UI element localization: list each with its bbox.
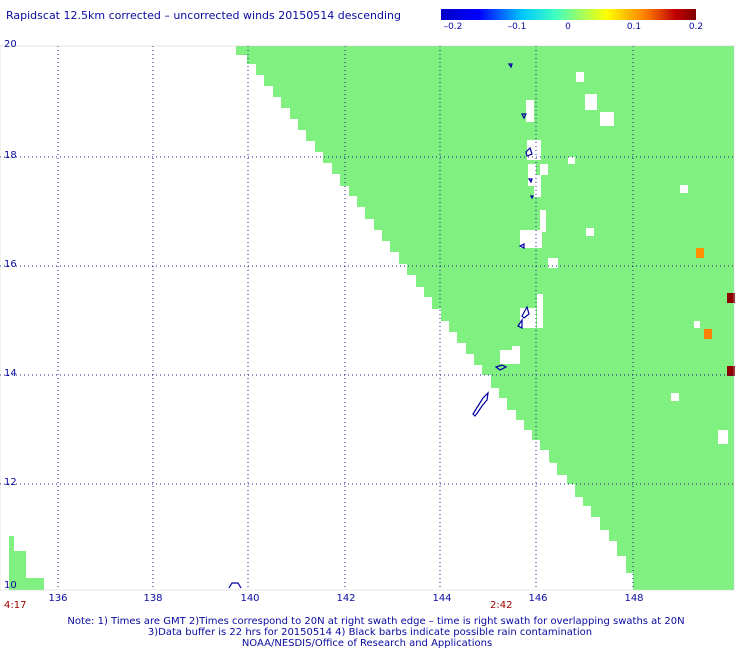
note-line-2: 3)Data buffer is 22 hrs for 20150514 4) … [147,627,593,638]
lon-label: 138 [143,593,163,604]
plot-frame [0,45,735,591]
note-line-3: NOAA/NESDIS/Office of Research and Appli… [241,638,493,649]
agrihan-outline [521,113,527,120]
colorbar-tick-label: 0.1 [626,22,642,32]
farallon-outline [507,63,513,69]
coastlines [228,63,534,589]
swath-area [9,46,734,590]
anatahan-outline [518,243,525,249]
colorbar-tick-label: 0 [565,22,571,32]
guam-outline [472,391,489,417]
graticule [0,46,734,590]
pagan-outline [525,146,533,157]
swath-time-center: 2:42 [490,600,513,611]
colorbar-tick-label: –0.1 [507,22,527,32]
lat-label: 16 [4,259,17,270]
tinian-outline [517,318,523,329]
lat-label: 14 [4,368,17,379]
island-small-2 [530,195,534,200]
cell-darkred [727,366,735,376]
lon-label: 136 [48,593,68,604]
lat-label: 20 [4,39,17,50]
colorbar-tick-label: –0.2 [443,22,463,32]
lat-label: 18 [4,150,17,161]
note-line-1: Note: 1) Times are GMT 2)Times correspon… [67,616,685,627]
saipan-outline [521,305,530,319]
difference-cells [696,248,735,376]
rota-outline [494,364,508,371]
lat-label: 12 [4,477,17,488]
bottom-island-outline [228,582,242,589]
lat-label: 10 [4,580,17,591]
colorbar-tick-label: 0.2 [688,22,704,32]
lon-label: 146 [528,593,548,604]
cell-darkred [727,293,735,303]
lon-label: 140 [240,593,260,604]
lon-label: 144 [432,593,452,604]
cell-orange [696,248,704,258]
island-small-1 [527,178,533,184]
colorbar [441,9,696,20]
lon-label: 142 [336,593,356,604]
lon-label: 148 [624,593,644,604]
cell-orange [704,329,712,339]
swath-time-left: 4:17 [4,600,27,611]
map-title: Rapidscat 12.5km corrected – uncorrected… [6,9,402,22]
